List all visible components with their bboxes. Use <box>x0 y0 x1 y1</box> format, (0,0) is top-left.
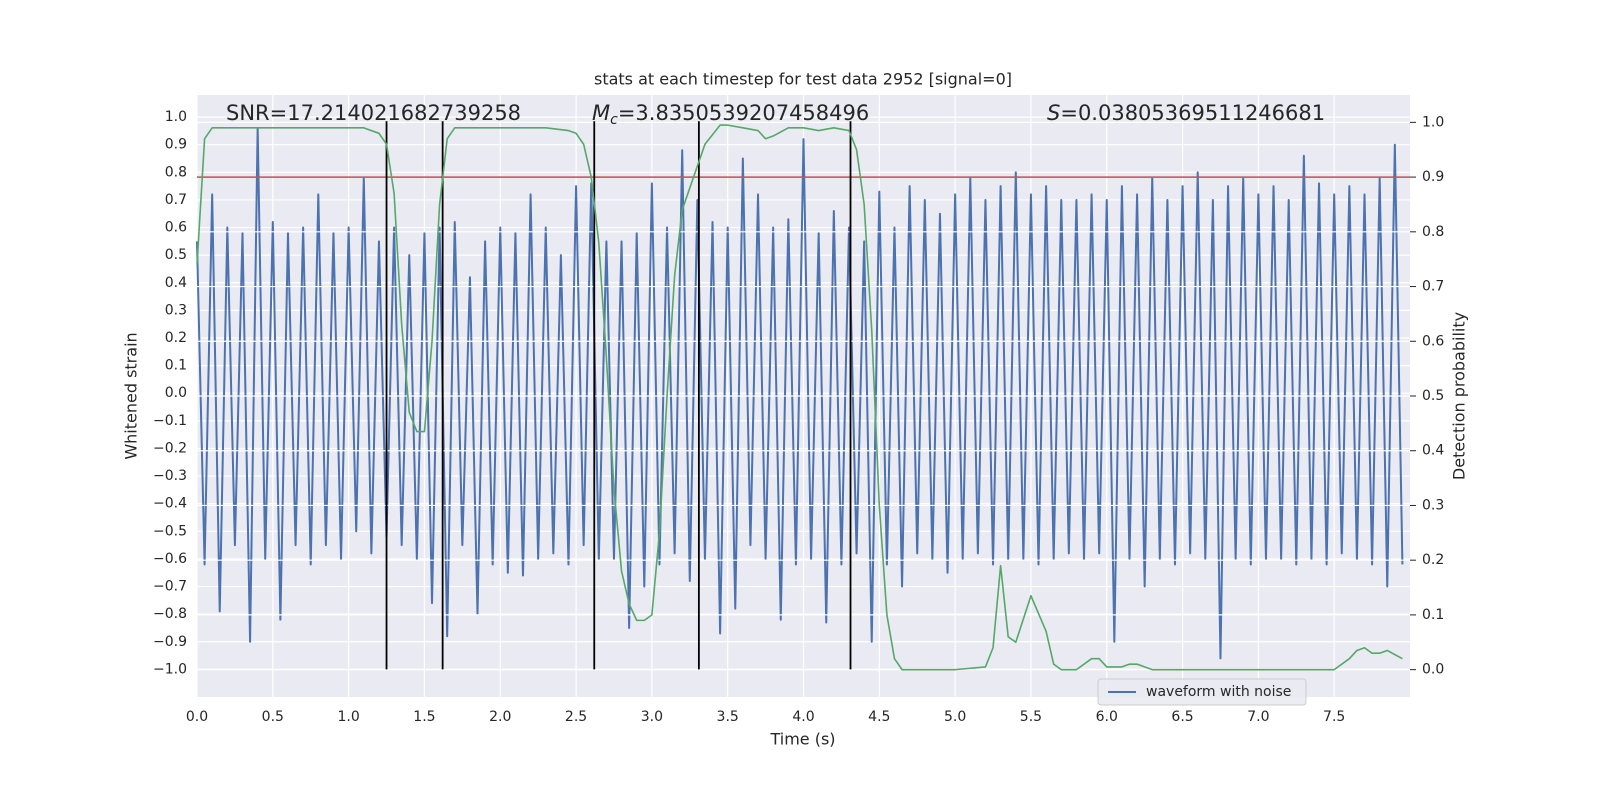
y2-tick-label: 0.9 <box>1422 169 1444 185</box>
y-tick-label: 0.7 <box>165 192 187 208</box>
y-tick-label: 1.0 <box>165 109 187 125</box>
annotation-subscript: c <box>610 112 618 128</box>
x-tick-label: 6.0 <box>1096 709 1118 725</box>
y-tick-label: 0.4 <box>165 275 187 291</box>
y2-tick-label: 0.6 <box>1422 333 1444 349</box>
x-tick-label: 5.0 <box>944 709 966 725</box>
y2-tick-label: 0.1 <box>1422 607 1444 623</box>
y2-tick-label: 0.7 <box>1422 279 1444 295</box>
x-axis-label: Time (s) <box>769 730 835 749</box>
y-tick-label: −0.6 <box>153 551 187 567</box>
data-line <box>196 127 1404 660</box>
annotation: SNR=17.214021682739258 <box>226 101 521 125</box>
y-tick-label: −0.9 <box>153 634 187 650</box>
y-tick-label: 0.9 <box>165 137 187 153</box>
x-tick-label: 2.0 <box>489 709 511 725</box>
x-tick-label: 7.0 <box>1247 709 1269 725</box>
y-tick-label: 0.5 <box>165 247 187 263</box>
y-tick-label: 0.6 <box>165 220 187 236</box>
y2-tick-label: 0.8 <box>1422 224 1444 240</box>
y2-tick-label: 0.5 <box>1422 388 1444 404</box>
y2-tick-label: 0.4 <box>1422 443 1444 459</box>
x-tick-label: 5.5 <box>1020 709 1042 725</box>
y-tick-label: −0.3 <box>153 468 187 484</box>
legend-label: waveform with noise <box>1146 684 1291 700</box>
y-tick-label: −0.7 <box>153 579 187 595</box>
x-tick-label: 1.5 <box>413 709 435 725</box>
annotation-text: SNR=17.214021682739258 <box>226 101 521 125</box>
x-tick-label: 0.0 <box>186 709 208 725</box>
y2-axis-label: Detection probability <box>1450 312 1469 480</box>
y-tick-label: −0.8 <box>153 606 187 622</box>
chart-title: stats at each timestep for test data 295… <box>594 70 1012 89</box>
y-tick-label: 0.8 <box>165 164 187 180</box>
y-tick-label: 0.1 <box>165 358 187 374</box>
y-tick-label: −1.0 <box>153 661 187 677</box>
y2-tick-label: 1.0 <box>1422 114 1444 130</box>
y2-tick-label: 0.0 <box>1422 662 1444 678</box>
x-tick-label: 6.5 <box>1171 709 1193 725</box>
annotation-text: =0.03805369511246681 <box>1060 101 1325 125</box>
y-tick-label: −0.1 <box>153 413 187 429</box>
annotation: Mc=3.8350539207458496 <box>592 101 869 128</box>
x-tick-label: 4.0 <box>792 709 814 725</box>
x-tick-label: 4.5 <box>868 709 890 725</box>
y-tick-label: −0.2 <box>153 440 187 456</box>
x-tick-label: 2.5 <box>565 709 587 725</box>
annotation-text: =3.8350539207458496 <box>618 101 869 125</box>
y-tick-label: −0.4 <box>153 496 187 512</box>
annotation-symbol: M <box>592 101 610 125</box>
annotation: S=0.03805369511246681 <box>1047 101 1325 125</box>
y-tick-label: 0.3 <box>165 302 187 318</box>
x-tick-label: 3.0 <box>641 709 663 725</box>
y-tick-label: 0.0 <box>165 385 187 401</box>
annotation-symbol: S <box>1047 101 1060 125</box>
legend-box <box>1097 678 1307 706</box>
x-tick-label: 3.5 <box>717 709 739 725</box>
x-tick-label: 7.5 <box>1323 709 1345 725</box>
y-tick-label: 0.2 <box>165 330 187 346</box>
data-line <box>196 124 1403 671</box>
y-axis-label: Whitened strain <box>122 332 141 459</box>
y-tick-label: −0.5 <box>153 523 187 539</box>
y2-tick-label: 0.2 <box>1422 552 1444 568</box>
x-tick-label: 0.5 <box>262 709 284 725</box>
y2-tick-label: 0.3 <box>1422 497 1444 513</box>
x-tick-label: 1.0 <box>337 709 359 725</box>
